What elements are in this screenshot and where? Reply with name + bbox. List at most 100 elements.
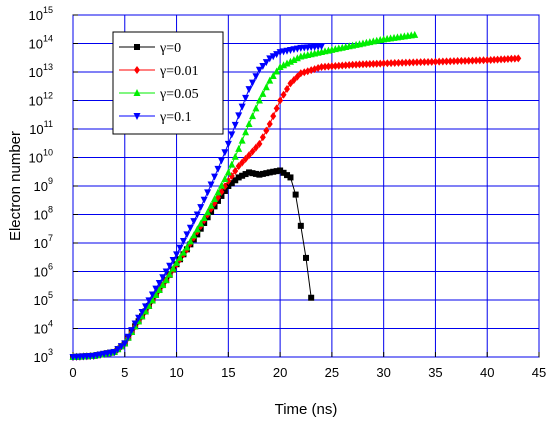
legend-marker [134, 66, 140, 74]
data-point [141, 303, 149, 311]
y-tick-label: 1014 [29, 34, 53, 52]
x-tick-label: 15 [221, 365, 235, 380]
data-point [224, 168, 232, 176]
data-point [256, 171, 263, 178]
y-tick-label: 1010 [29, 148, 53, 166]
data-point [339, 61, 346, 70]
data-point [186, 237, 194, 245]
data-point [211, 194, 219, 202]
data-point [377, 59, 384, 68]
data-point [162, 276, 170, 284]
y-tick-label: 107 [34, 233, 53, 251]
y-tick-label: 104 [34, 319, 53, 337]
data-point [284, 172, 291, 179]
y-tick-label: 106 [34, 262, 53, 280]
data-point [239, 172, 246, 179]
data-point [373, 59, 380, 68]
data-point [242, 94, 250, 102]
data-point [349, 60, 356, 69]
data-point [135, 314, 143, 322]
y-axis-title: Electron number [7, 131, 24, 241]
data-point [480, 56, 487, 65]
legend-label: γ=0.05 [159, 87, 199, 102]
data-point [270, 168, 277, 175]
data-point [248, 79, 256, 87]
y-tick-label: 108 [34, 205, 53, 223]
data-point [207, 181, 215, 189]
data-point [169, 257, 177, 265]
data-point [366, 60, 373, 69]
data-point [239, 158, 246, 167]
data-point [145, 301, 153, 309]
data-point [325, 62, 332, 71]
data-point [476, 56, 483, 65]
y-tick-label: 1011 [29, 119, 53, 137]
data-point [204, 189, 212, 197]
x-tick-label: 30 [376, 365, 390, 380]
data-point [221, 149, 229, 157]
y-tick-label: 1013 [29, 62, 53, 80]
data-point [318, 43, 326, 51]
data-point [406, 58, 413, 67]
data-point [515, 54, 522, 63]
data-point [249, 170, 256, 177]
data-point [273, 51, 281, 59]
data-point [186, 224, 194, 232]
data-point [259, 170, 266, 177]
data-point [280, 90, 287, 99]
data-point [263, 126, 270, 135]
data-point [232, 167, 239, 176]
data-point [248, 112, 256, 120]
data-point [384, 59, 391, 68]
data-point [292, 191, 299, 198]
data-point [176, 244, 184, 252]
data-point [169, 264, 177, 272]
data-point [245, 86, 253, 94]
data-point [273, 168, 280, 175]
data-point [242, 128, 250, 136]
data-point [128, 327, 136, 335]
x-tick-label: 0 [69, 365, 76, 380]
data-point [152, 285, 160, 293]
data-point [148, 296, 156, 304]
data-point [266, 76, 274, 84]
data-point [145, 297, 153, 305]
legend-marker [133, 89, 141, 96]
data-point [266, 119, 273, 128]
data-point [321, 62, 328, 71]
data-point [335, 61, 342, 70]
data-point [121, 340, 129, 348]
data-point [469, 56, 476, 65]
series-layer [69, 30, 522, 361]
data-point [436, 57, 443, 66]
data-point [501, 55, 508, 64]
data-point [391, 59, 398, 68]
legend: γ=0 γ=0.01 γ=0.05 γ=0.1 [112, 31, 224, 135]
data-point [214, 165, 222, 173]
data-point [235, 144, 243, 152]
data-point [428, 57, 435, 66]
data-point [211, 173, 219, 181]
data-point [221, 187, 228, 194]
data-point [284, 85, 291, 94]
data-point [421, 58, 428, 67]
data-point [413, 58, 420, 67]
data-point [410, 58, 417, 67]
data-point [155, 279, 163, 287]
data-point [252, 104, 260, 112]
data-point [473, 56, 480, 65]
data-point [450, 57, 457, 66]
data-point [114, 346, 122, 354]
data-point [190, 218, 198, 226]
data-point [232, 177, 239, 184]
data-point [277, 167, 284, 174]
data-point [235, 174, 242, 181]
data-point [183, 231, 191, 239]
data-point [511, 54, 518, 63]
data-point [303, 254, 309, 261]
x-tick-label: 20 [273, 365, 287, 380]
data-point [280, 169, 287, 176]
data-point [332, 61, 339, 70]
data-point [246, 169, 253, 176]
data-point [356, 60, 363, 69]
